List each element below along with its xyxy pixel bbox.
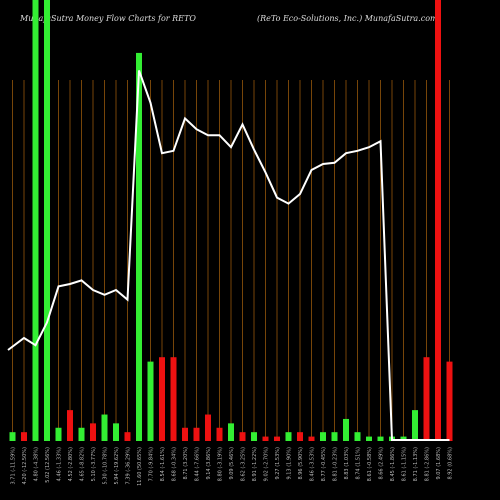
flow-bar [251,432,257,441]
flow-bar [216,427,223,441]
flow-bar [113,423,119,441]
x-tick-label: 5.02 (12.56%) [45,447,51,483]
x-tick-label: 8.44 (-7.66%) [195,447,201,481]
flow-bar [354,432,361,441]
x-tick-label: 3.71 (-11.59%) [11,447,17,485]
chart-title-left: MunafaSutra Money Flow Charts for RETO [20,14,196,23]
flow-bar [435,0,441,441]
x-tick-label: 9.27 (1.53%) [275,447,281,480]
flow-bar [67,410,73,441]
flow-bar [331,432,338,441]
x-tick-label: 8.74 (1.51%) [356,447,362,480]
x-tick-label: 9.07 (1.68%) [436,447,442,480]
x-tick-label: 9.09 (5.46%) [229,447,235,480]
flow-bar [320,432,326,441]
x-tick-label: 5.94 (-19.62%) [114,447,120,485]
flow-bar [400,436,407,441]
flow-bar [274,436,280,441]
flow-bar [147,361,154,441]
flow-bar [366,436,372,441]
x-tick-label: 8.96 (5.90%) [298,447,304,480]
flow-bar [193,427,200,441]
flow-bar [308,436,315,441]
x-tick-label: 4.52 (-2.80%) [68,447,74,481]
flow-bar [297,432,303,441]
flow-bar [446,361,453,441]
flow-bar [159,357,165,441]
x-tick-label: 8.62 (-3.25%) [241,447,247,481]
x-tick-label: 8.91 (-1.22%) [252,447,258,481]
x-tick-label: 8.71 (-1.13%) [413,447,419,481]
x-tick-label: 8.45 (-1.86%) [390,447,396,481]
x-tick-label: 9.02 (-2.70%) [264,447,270,481]
x-tick-label: 8.46 (-3.53%) [310,447,316,481]
x-tick-label: 8.61 (-0.58%) [367,447,373,481]
x-tick-label: 8.81 (-2.86%) [425,447,431,481]
x-tick-label: 7.39 (-36.29%) [126,447,132,485]
x-tick-label: 5.10 (-3.77%) [91,447,97,481]
flow-bar [9,432,16,441]
x-tick-label: 4.65 (-8.82%) [80,447,86,481]
flow-bar [182,427,188,441]
x-tick-label: 4.20 (-12.50%) [22,447,28,485]
x-tick-label: 4.80 (-4.38%) [34,447,40,481]
x-tick-label: 7.70 (-9.84%) [149,447,155,481]
x-tick-label: 8.83 (1.03%) [344,447,350,480]
flow-bar [262,436,269,441]
flow-bar [205,414,211,441]
x-tick-label: 4.46 (-1.33%) [57,447,63,481]
flow-bar [239,432,246,441]
x-tick-label: 8.66 (2.49%) [379,447,385,480]
x-tick-label: 8.61 (-1.15%) [402,447,408,481]
flow-bar [136,52,142,442]
chart-title-right: (ReTo Eco-Solutions, Inc.) MunafaSutra.c… [257,14,438,23]
flow-bar [285,432,292,441]
flow-bar [32,0,39,441]
flow-bar [21,432,27,441]
x-tick-label: 5.30 (-10.78%) [103,447,109,485]
flow-bar [78,427,85,441]
x-tick-label: 9.13 (1.90%) [287,447,293,480]
flow-bar [124,432,131,441]
flow-bar [423,357,430,441]
x-tick-label: 8.81 (-0.23%) [333,447,339,481]
flow-bar [412,410,418,441]
flow-bar [170,357,177,441]
x-tick-label: 8.77 (-0.45%) [321,447,327,481]
x-tick-label: 9.14 (3.86%) [206,447,212,480]
flow-bar [377,436,384,441]
flow-bar [44,0,50,441]
x-tick-label: 8.68 (-0.34%) [172,447,178,481]
flow-bar [90,423,96,441]
x-tick-label: 8.80 (-3.19%) [218,447,224,481]
price-line [7,70,450,441]
flow-bar [55,427,62,441]
x-tick-label: 8.54 (-1.61%) [160,447,166,481]
x-tick-label: 8.92 (0.68%) [448,447,454,480]
x-tick-label: 8.71 (3.20%) [183,447,189,480]
flow-bar [228,423,234,441]
flow-bar [101,414,108,441]
x-tick-label: 11.60 (50.65%) [137,447,143,486]
flow-bar [343,418,349,441]
